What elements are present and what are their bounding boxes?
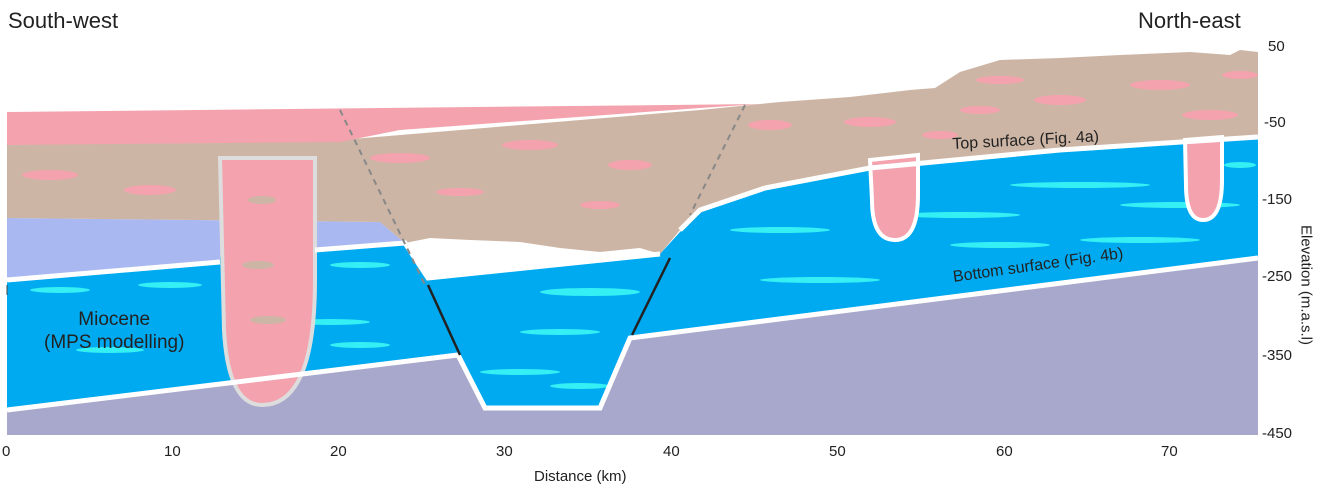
basement-unit [7, 258, 1258, 435]
southwest-label: South-west [8, 8, 119, 33]
x-axis-title: Distance (km) [534, 468, 627, 485]
y-tick: 50 [1268, 38, 1285, 55]
faults [339, 104, 746, 356]
x-tick: 60 [996, 443, 1013, 460]
y-tick: -250 [1262, 268, 1293, 285]
ne-top-line [678, 185, 766, 232]
miocene-unit [7, 137, 1258, 410]
channel-3 [1182, 134, 1224, 223]
x-tick: 30 [496, 443, 513, 460]
brown-unit [7, 50, 1258, 254]
sw-top-line [6, 259, 221, 283]
x-tick: 0 [2, 443, 11, 460]
channel-1 [217, 156, 317, 408]
y-tick: -150 [1262, 191, 1293, 208]
miocene-label-line2: (MPS modelling) [44, 332, 185, 353]
channel-2 [867, 152, 920, 243]
top-surface-line [764, 134, 1259, 191]
miocene-label: Miocene (MPS modelling) [44, 308, 184, 354]
x-tick: 50 [829, 443, 846, 460]
x-tick: 20 [330, 443, 347, 460]
x-tick: 40 [663, 443, 680, 460]
bottom-surface-line [6, 255, 1259, 413]
northeast-label: North-east [1138, 8, 1241, 33]
sw-top-line-2 [314, 240, 661, 281]
y-tick: -50 [1264, 114, 1286, 131]
miocene-label-line1: Miocene [78, 309, 151, 330]
x-tick: 10 [164, 443, 181, 460]
y-tick: -350 [1262, 347, 1293, 364]
pink-upper-layer [7, 104, 760, 145]
y-tick: -450 [1262, 425, 1293, 442]
x-tick: 70 [1161, 443, 1178, 460]
y-axis-title: Elevation (m.a.s.l) [1297, 224, 1315, 346]
